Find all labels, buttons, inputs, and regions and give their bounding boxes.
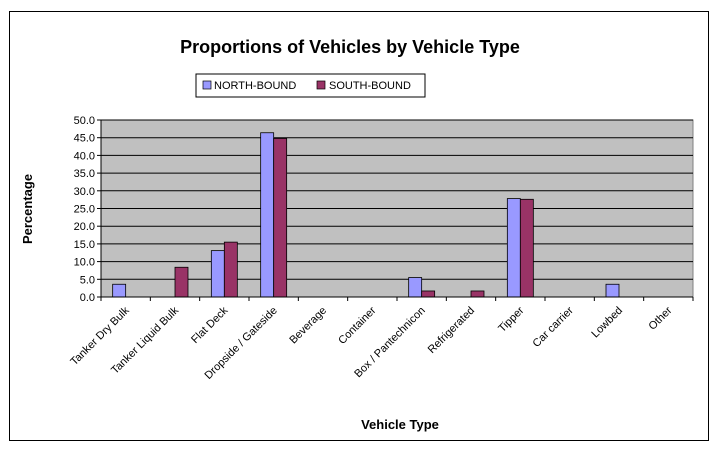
y-tick-label: 20.0 (74, 221, 95, 233)
bars (112, 132, 620, 298)
bar-north (260, 132, 275, 298)
bar-north (112, 283, 127, 298)
y-tick-label: 50.0 (74, 115, 95, 127)
bar-south (273, 138, 288, 298)
y-tick-label: 30.0 (74, 186, 95, 198)
y-tick-label: 35.0 (74, 168, 95, 180)
chart-title: Proportions of Vehicles by Vehicle Type (180, 37, 520, 57)
x-tick-label: Tipper (496, 304, 526, 334)
y-axis-title: Percentage (20, 174, 35, 244)
y-tick-labels: 0.0 5.0 10.0 15.0 20.0 25.0 30.0 35.0 40.0 45.0 50… (74, 115, 95, 304)
x-tick-label: Container (336, 304, 378, 346)
x-tick-label: Flat Deck (189, 304, 231, 346)
gridlines (101, 119, 693, 280)
y-tick-label: 10.0 (74, 257, 95, 269)
axes (97, 119, 694, 301)
bar-north (605, 283, 620, 298)
y-tick-label: 5.0 (80, 274, 95, 286)
x-tick-label: Refrigerated (426, 305, 477, 356)
x-tick-label: Car carrier (531, 304, 576, 349)
legend-label-south: SOUTH-BOUND (329, 80, 411, 92)
chart-canvas: Proportions of Vehicles by Vehicle Type … (20, 37, 694, 432)
legend-box (195, 73, 426, 98)
x-tick-label: Beverage (287, 305, 329, 347)
bar-south (519, 198, 534, 298)
bar-north (506, 198, 521, 298)
legend-label-north: NORTH-BOUND (214, 80, 296, 92)
bar-north (408, 277, 423, 298)
x-axis-title: Vehicle Type (361, 417, 439, 432)
y-tick-label: 25.0 (74, 204, 95, 216)
y-tick-label: 45.0 (74, 133, 95, 145)
legend: NORTH-BOUND SOUTH-BOUND (195, 73, 426, 98)
x-tick-label: Other (647, 304, 675, 332)
bar-north (210, 250, 225, 298)
x-tick-label: Lowbed (589, 305, 625, 341)
legend-swatch-north (202, 80, 212, 90)
bar-south (174, 266, 189, 298)
y-tick-label: 15.0 (74, 239, 95, 251)
bar-south (470, 290, 485, 298)
legend-swatch-south (316, 80, 326, 90)
chart-frame: Proportions of Vehicles by Vehicle Type … (9, 11, 709, 441)
bar-south (223, 241, 238, 298)
y-tick-label: 0.0 (80, 292, 95, 304)
bar-south (421, 290, 436, 298)
y-tick-label: 40.0 (74, 150, 95, 162)
